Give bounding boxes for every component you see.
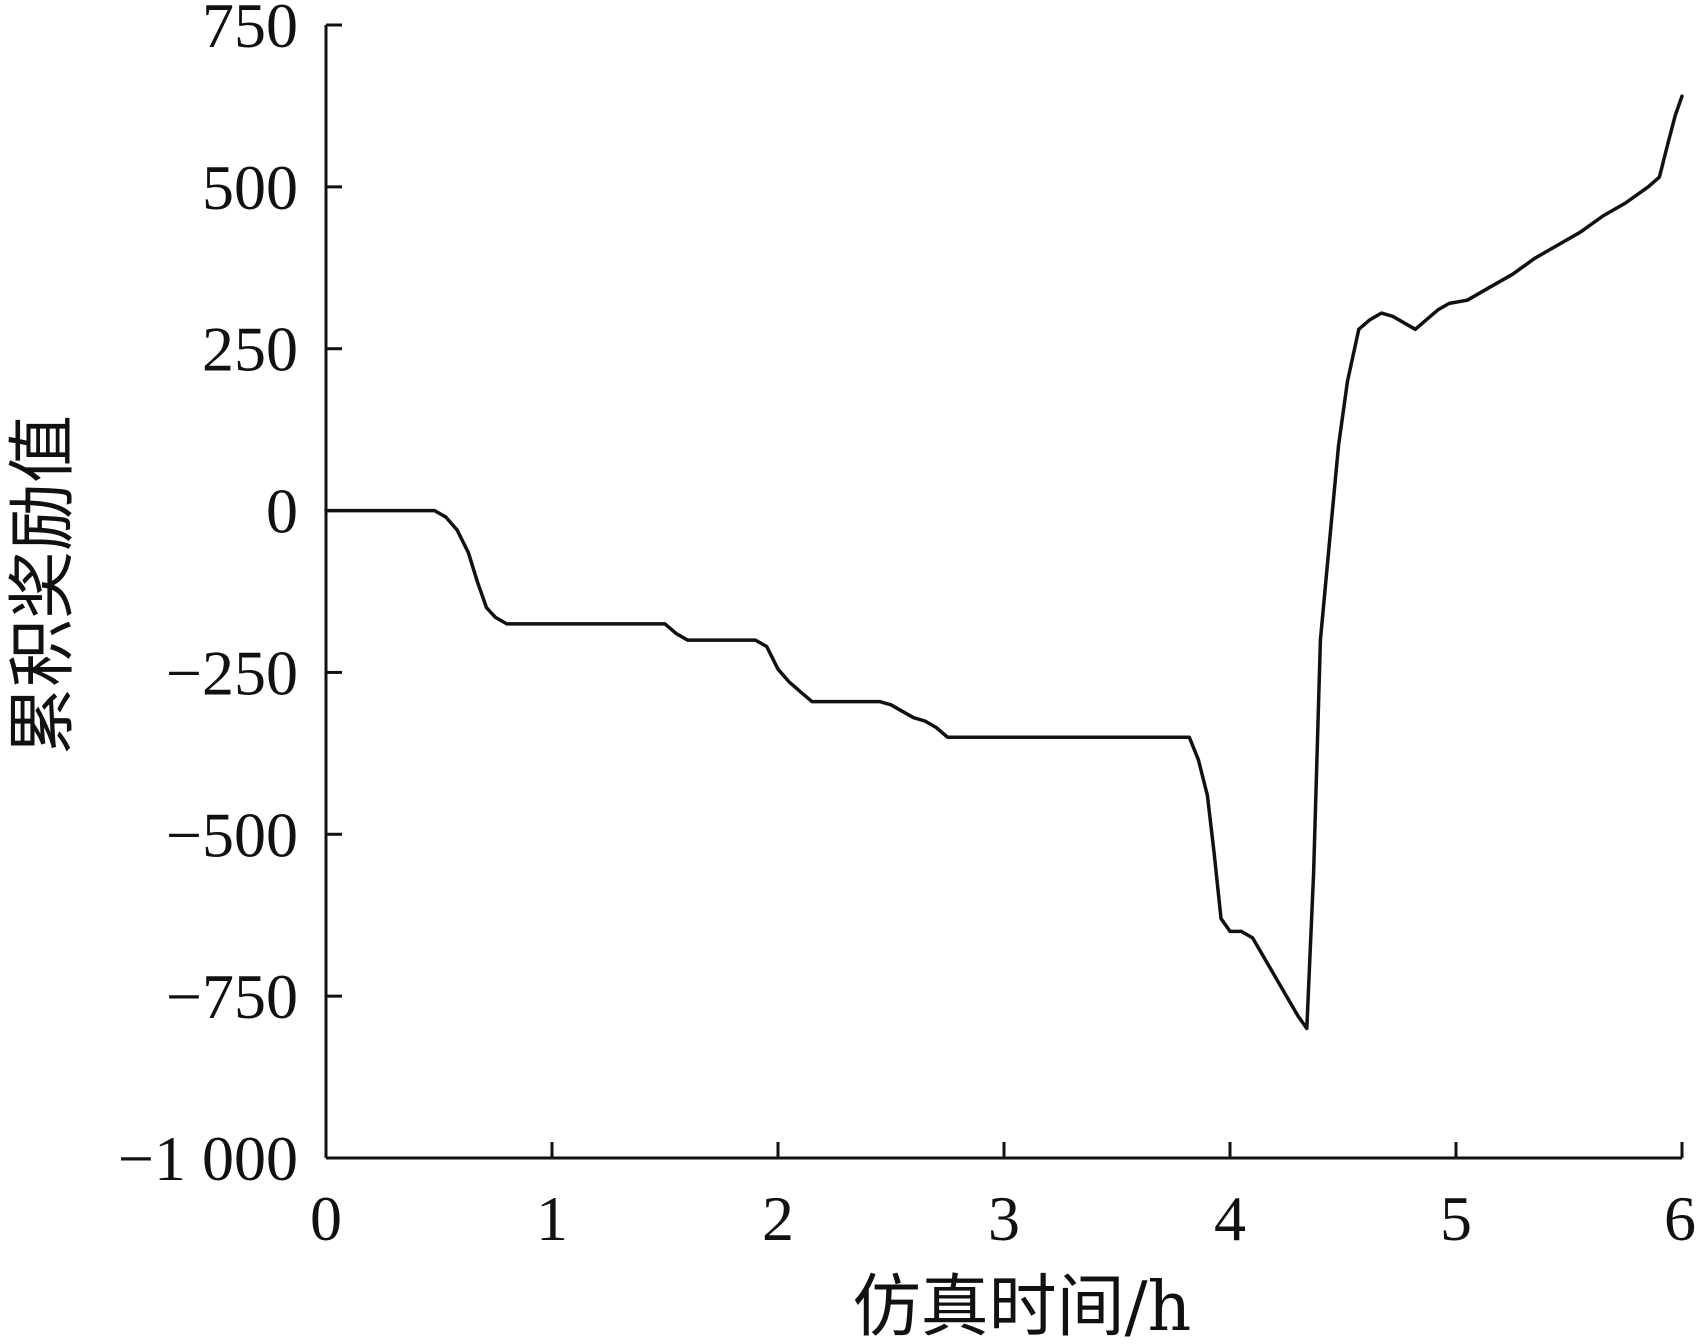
axis-ticks: 0 1 2 3 4 5 6 −1 000 −750 −500 −250 0 250 500 750 [118,0,1696,1254]
axis-titles: 仿真时间/h 累积奖励值 [4,415,1191,1344]
x-tick-label: 6 [1664,1183,1696,1254]
x-tick-label: 2 [762,1183,794,1254]
y-tick-label: −1 000 [118,1123,298,1194]
y-tick-label: −750 [166,961,298,1032]
y-tick-label: −250 [166,637,298,708]
x-tick-label: 0 [310,1183,342,1254]
y-tick-label: 750 [202,0,298,61]
data-series [324,94,1684,1031]
x-tick-label: 3 [988,1183,1020,1254]
series-line [324,94,1684,1031]
y-tick-label: 500 [202,152,298,223]
x-tick-label: 1 [536,1183,568,1254]
y-tick-label: 0 [266,476,298,547]
y-axis-label: 累积奖励值 [4,415,83,755]
y-tick-label: −500 [166,799,298,870]
x-tick-label: 4 [1214,1183,1246,1254]
y-tick-label: 250 [202,314,298,385]
x-axis-label: 仿真时间/h [853,1268,1192,1344]
x-tick-label: 5 [1440,1183,1472,1254]
